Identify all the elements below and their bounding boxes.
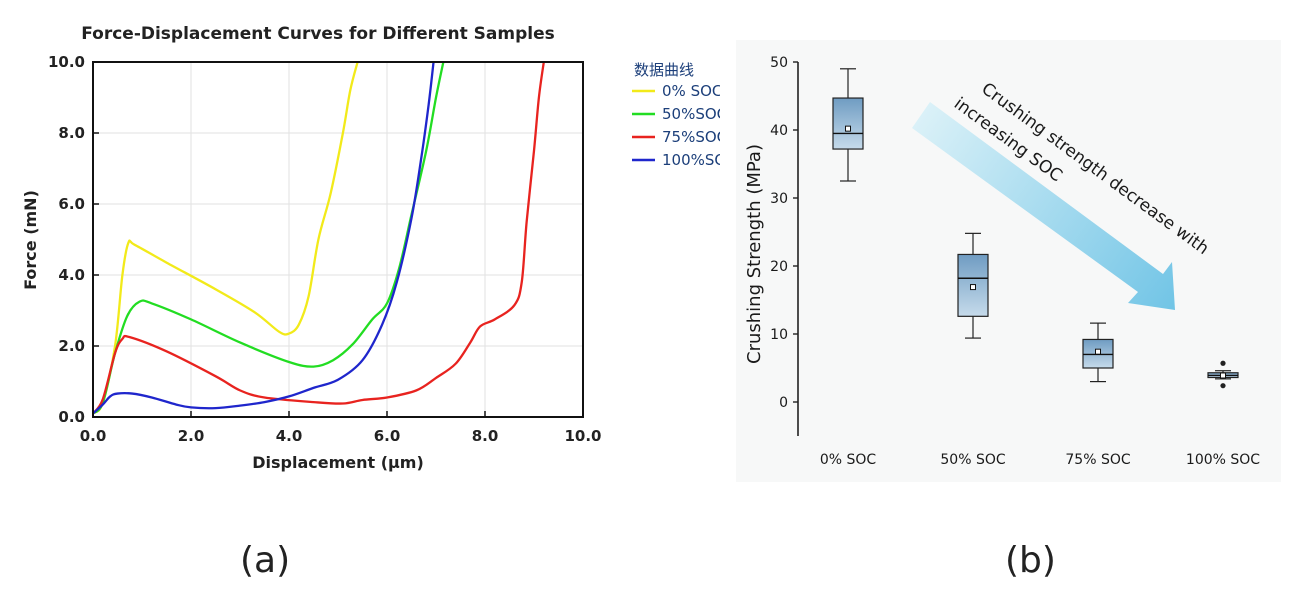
series-line-2 — [92, 61, 545, 415]
box-0 — [832, 68, 864, 182]
chart-b-yticks: 0 10 20 30 40 50 — [770, 55, 798, 411]
chart-a-curves — [92, 61, 545, 415]
y-tick-label: 10 — [770, 327, 788, 343]
chart-a-ticks: 0.0 2.0 4.0 6.0 8.0 10.0 0.0 2.0 4.0 6.0 8.0 10.0 — [48, 53, 602, 445]
x-tick-label: 10.0 — [564, 427, 601, 445]
trend-arrow — [912, 102, 1175, 310]
box-2 — [1082, 322, 1114, 383]
chart-a-frame — [92, 61, 584, 418]
chart-b-boxes — [832, 68, 1239, 389]
chart-a-ylabel: Force (mN) — [21, 190, 40, 290]
x-tick-label: 0.0 — [80, 427, 107, 445]
box-mean-marker — [1095, 348, 1101, 355]
x-category-label: 75% SOC — [1065, 452, 1130, 468]
crushing-strength-chart: Crushing strength decrease with increasi… — [744, 55, 1260, 468]
chart-b-background — [736, 40, 1281, 482]
y-tick-label: 2.0 — [58, 337, 85, 355]
box-mean-marker — [845, 125, 851, 132]
force-displacement-chart: Force-Displacement Curves for Different … — [21, 24, 720, 472]
y-tick-label: 50 — [770, 55, 788, 71]
y-tick-label: 4.0 — [58, 266, 85, 284]
legend-label: 100%SOC — [662, 151, 720, 169]
x-category-label: 50% SOC — [940, 452, 1005, 468]
y-tick-label: 30 — [770, 191, 788, 207]
legend-label: 50%SOC — [662, 105, 720, 123]
x-tick-label: 6.0 — [374, 427, 401, 445]
y-tick-label: 6.0 — [58, 195, 85, 213]
y-tick-label: 10.0 — [48, 53, 85, 71]
caption-b: (b) — [1005, 540, 1056, 581]
series-line-0 — [92, 61, 359, 415]
box-3 — [1207, 360, 1239, 389]
box-mean-marker — [970, 284, 976, 291]
chart-a-xlabel: Displacement (μm) — [252, 453, 424, 472]
box-1 — [957, 232, 989, 339]
chart-a-legend: 0% SOC 50%SOC 75%SOC 100%SOC — [632, 82, 720, 169]
box-mean-marker — [1220, 372, 1226, 379]
y-tick-label: 8.0 — [58, 124, 85, 142]
chart-a-legend-title: 数据曲线 — [634, 61, 694, 79]
y-tick-label: 40 — [770, 123, 788, 139]
outlier-point — [1220, 360, 1226, 366]
y-tick-label: 0 — [779, 395, 788, 411]
chart-a-title: Force-Displacement Curves for Different … — [81, 24, 555, 44]
series-line-3 — [92, 61, 435, 415]
legend-label: 75%SOC — [662, 128, 720, 146]
x-tick-label: 2.0 — [178, 427, 205, 445]
box-iqr — [832, 97, 864, 150]
chart-b-xlabels: 0% SOC 50% SOC 75% SOC 100% SOC — [820, 452, 1260, 468]
y-tick-label: 20 — [770, 259, 788, 275]
x-category-label: 0% SOC — [820, 452, 877, 468]
chart-b-ylabel: Crushing Strength (MPa) — [744, 144, 765, 364]
legend-label: 0% SOC — [662, 82, 720, 100]
x-tick-label: 4.0 — [276, 427, 303, 445]
caption-a: (a) — [240, 540, 291, 581]
y-tick-label: 0.0 — [58, 408, 85, 426]
x-tick-label: 8.0 — [472, 427, 499, 445]
outlier-point — [1220, 383, 1226, 389]
x-category-label: 100% SOC — [1186, 452, 1260, 468]
